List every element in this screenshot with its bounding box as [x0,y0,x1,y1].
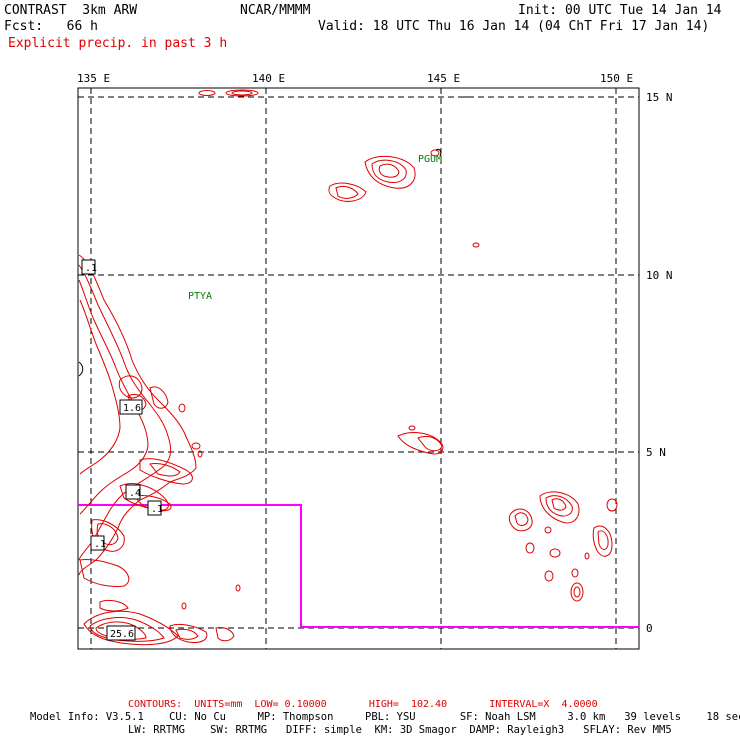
contour-label: .1 [90,535,106,551]
model-info-line-1: Model Info: V3.5.1 CU: No Cu MP: Thompso… [30,711,740,723]
model-title: CONTRAST 3km ARW [4,3,138,18]
lat-label: 10 N [646,269,673,282]
contour-label-text: .4 [129,488,141,499]
model-info-line-2: LW: RRTMG SW: RRTMG DIFF: simple KM: 3D … [128,724,672,736]
contour-label-text: .1 [94,539,106,550]
contour-label-text: 1.6 [123,403,141,414]
lat-label: 15 N [646,91,673,104]
lat-label: 0 [646,622,653,635]
valid-time: Valid: 18 UTC Thu 16 Jan 14 (04 ChT Fri … [318,19,710,34]
contour-label-text: 25.6 [110,629,134,640]
lon-label: 150 E [600,72,634,85]
field-title: Explicit precip. in past 3 h [8,36,228,51]
lon-label: 135 E [77,72,111,85]
contour-label: 25.6 [106,625,136,641]
domain-boundary [78,504,639,628]
map-frame [77,87,640,650]
precip-contours [78,89,618,646]
contour-label-text: .1 [151,504,163,515]
graticule [78,88,639,649]
lon-label: 140 E [252,72,286,85]
organization: NCAR/MMMM [240,3,311,18]
lon-label: 145 E [427,72,461,85]
contours-info: CONTOURS: UNITS=mm LOW= 0.10000 HIGH= 10… [128,699,598,710]
lat-label: 5 N [646,446,666,459]
contour-label-group: .1 1.6 .4 .1 .1 25.6 [81,259,163,641]
contour-label-text: .1 [85,263,97,274]
coastline-mark [78,361,84,377]
station-ptya: PTYA [188,291,212,302]
contour-label: .1 [81,259,97,275]
forecast-hour: Fcst: 66 h [4,19,98,34]
contour-label: 1.6 [119,399,143,415]
contour-label: .1 [147,500,163,516]
init-time: Init: 00 UTC Tue 14 Jan 14 [518,3,722,18]
coastline-mark [435,149,442,157]
station-pgum: PGUM [418,154,442,165]
contour-label: .4 [125,484,141,500]
